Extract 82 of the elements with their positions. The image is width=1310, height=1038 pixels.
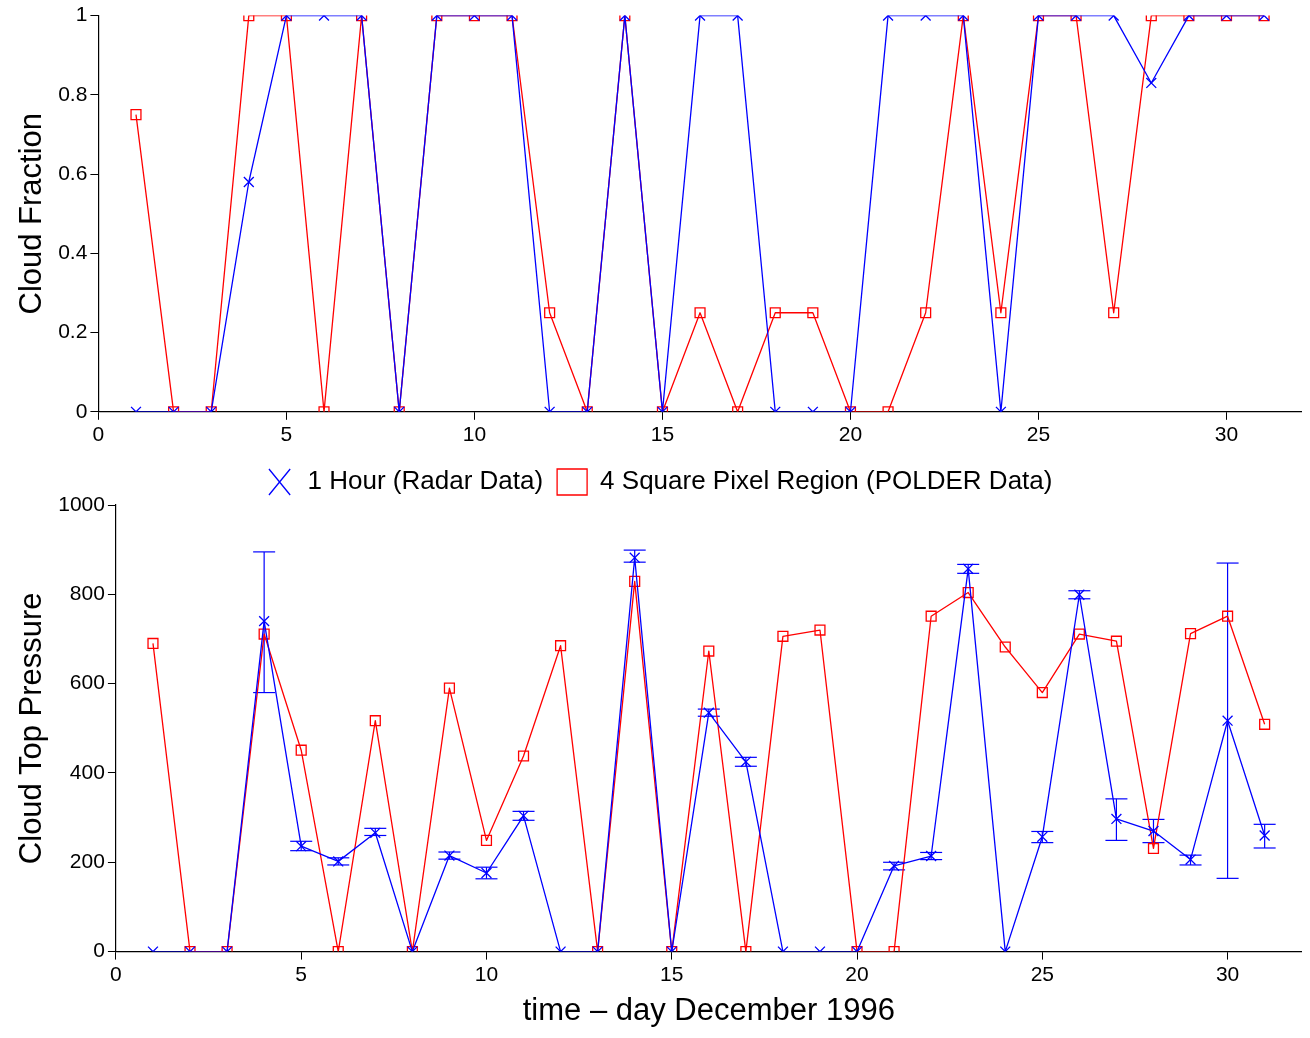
point (694, 307, 706, 319)
point (480, 834, 493, 846)
y-tick-label: 0 (93, 938, 105, 962)
x-tick-label: 30 (1215, 962, 1240, 985)
point (999, 641, 1011, 653)
legend-label: 4 Square Pixel Region (POLDER Data) (600, 465, 1053, 496)
point (920, 307, 932, 319)
y-tick-label: 0 (75, 398, 88, 422)
point (777, 630, 789, 642)
point (1073, 628, 1085, 640)
point (629, 575, 641, 587)
point (369, 715, 381, 727)
x-tick-label: 5 (295, 962, 308, 985)
x-tick-label: 0 (110, 962, 122, 985)
point (295, 840, 307, 852)
point (517, 750, 530, 762)
y-tick-label: 800 (69, 581, 105, 605)
x-tick-label: 30 (1214, 422, 1239, 446)
point (517, 810, 530, 822)
point (147, 637, 159, 650)
point (480, 867, 493, 879)
point (995, 307, 1007, 319)
y-tick-label: 0.4 (58, 240, 88, 264)
point (1110, 635, 1123, 647)
point (925, 610, 937, 622)
point (243, 176, 255, 188)
y-axis-title: Cloud Top Pressure (13, 592, 49, 865)
point (962, 563, 974, 575)
y-tick-label: 1000 (58, 491, 105, 515)
point (369, 827, 381, 839)
point (629, 552, 641, 564)
point (1036, 686, 1048, 699)
point (740, 756, 752, 768)
point (1147, 825, 1160, 837)
x-tick-label: 20 (845, 962, 869, 985)
x-tick-label: 10 (474, 962, 499, 985)
point (1184, 854, 1197, 866)
x-tick-label: 5 (280, 422, 293, 446)
point (1147, 842, 1160, 855)
point (443, 849, 456, 862)
point (443, 682, 456, 694)
point (332, 855, 344, 867)
point (554, 640, 567, 652)
point (258, 615, 270, 627)
x-tick-label: 10 (462, 422, 487, 446)
point (1221, 610, 1234, 622)
point (1036, 831, 1048, 843)
y-tick-label: 0.8 (58, 81, 88, 105)
point (814, 624, 826, 636)
point (1259, 718, 1271, 730)
y-axis-title: Cloud Fraction (13, 112, 49, 315)
point (1259, 829, 1271, 842)
point (1108, 307, 1120, 319)
point (703, 707, 715, 719)
point (295, 744, 307, 756)
point (807, 307, 819, 319)
x-tick-label: 25 (1026, 422, 1051, 446)
point (888, 860, 900, 872)
x-tick-label: 15 (660, 962, 684, 985)
x-tick-label: 20 (838, 422, 863, 446)
point (1073, 589, 1085, 601)
point (544, 307, 556, 319)
point (925, 850, 937, 862)
y-tick-label: 0.6 (58, 160, 88, 184)
y-tick-label: 0.2 (58, 319, 88, 343)
point (130, 109, 142, 121)
point (703, 645, 715, 657)
point (1110, 813, 1123, 825)
point (1145, 77, 1157, 89)
y-tick-label: 1 (75, 2, 88, 26)
point (962, 586, 974, 599)
point (769, 307, 781, 319)
x-tick-label: 25 (1030, 962, 1054, 985)
legend-label: 1 Hour (Radar Data) (307, 465, 544, 496)
x-tick-label: 15 (650, 422, 675, 446)
point (1184, 628, 1197, 640)
y-tick-label: 400 (69, 759, 105, 783)
point (1221, 715, 1234, 727)
y-tick-label: 200 (69, 849, 105, 873)
y-tick-label: 600 (69, 670, 105, 694)
point (258, 628, 270, 640)
x-axis-title: time – day December 1996 (522, 991, 895, 1027)
